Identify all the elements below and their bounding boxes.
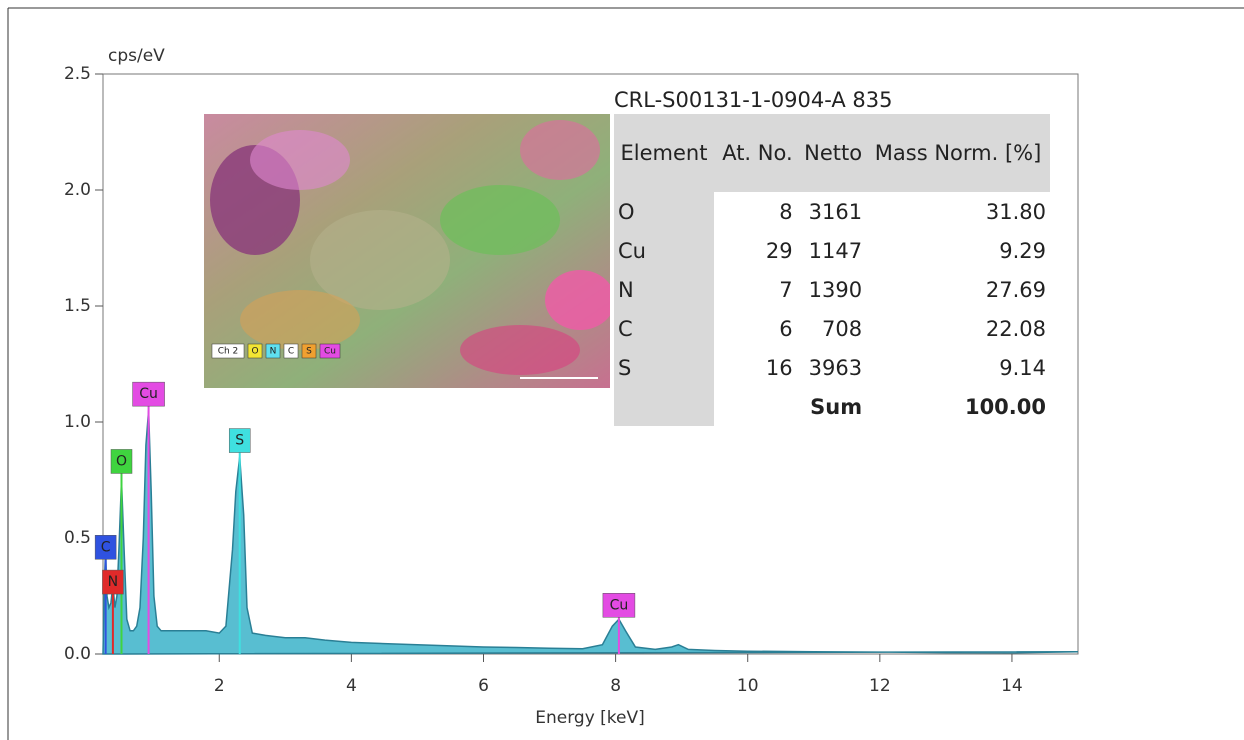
table-cell: S	[614, 348, 714, 387]
table-cell: 3963	[797, 348, 866, 387]
table-title: CRL-S00131-1-0904-A 835	[614, 86, 1050, 114]
peak-label: C	[101, 539, 111, 555]
peak-label: Cu	[610, 597, 629, 613]
table-cell: 29	[714, 231, 797, 270]
x-tick-label: 2	[214, 676, 225, 696]
inset-legend-label: O	[251, 347, 258, 357]
inset-legend-label: S	[306, 347, 312, 357]
page: cps/eV Energy [keV] Ch 2ONCSCu 0.00.51.0…	[0, 0, 1244, 740]
y-tick-label: 1.0	[64, 412, 91, 432]
header-cell: Netto	[797, 114, 866, 192]
x-tick-label: 14	[1001, 676, 1023, 696]
header-cell: Element	[614, 114, 714, 192]
y-tick-label: 2.0	[64, 180, 91, 200]
y-tick-label: 0.5	[64, 528, 91, 548]
table-cell: O	[614, 192, 714, 231]
table-cell: 9.14	[866, 348, 1050, 387]
table-cell: 3161	[797, 192, 866, 231]
y-axis-label: cps/eV	[108, 46, 165, 66]
x-tick-label: 12	[869, 676, 891, 696]
table-cell	[714, 387, 797, 426]
peak-label: N	[108, 574, 118, 590]
y-tick-label: 1.5	[64, 296, 91, 316]
table-cell: 27.69	[866, 270, 1050, 309]
sum-cell: Sum	[797, 387, 866, 426]
table-cell: 9.29	[866, 231, 1050, 270]
x-tick-label: 4	[346, 676, 357, 696]
table-cell: 22.08	[866, 309, 1050, 348]
inset-legend-label: N	[270, 347, 277, 357]
table-cell	[614, 387, 714, 426]
inset-image: Ch 2 O N C S Cu	[204, 114, 615, 388]
inset-legend-label: Cu	[324, 347, 336, 357]
peak-label: Cu	[139, 386, 158, 402]
table-cell: 6	[714, 309, 797, 348]
table-cell: C	[614, 309, 714, 348]
inset-legend-label: C	[288, 347, 294, 357]
table-cell: Cu	[614, 231, 714, 270]
header-cell: Mass Norm. [%]	[866, 114, 1050, 192]
table-cell: 1147	[797, 231, 866, 270]
table-cell: N	[614, 270, 714, 309]
y-tick-label: 0.0	[64, 644, 91, 664]
peak-label: S	[235, 433, 244, 449]
inset-legend-label: Ch 2	[218, 347, 239, 357]
table-cell: 8	[714, 192, 797, 231]
sum-cell: 100.00	[866, 387, 1050, 426]
header-cell: At. No.	[714, 114, 797, 192]
table-cell: 16	[714, 348, 797, 387]
table-cell: 1390	[797, 270, 866, 309]
x-tick-label: 6	[478, 676, 489, 696]
y-tick-label: 2.5	[64, 64, 91, 84]
x-tick-label: 10	[737, 676, 759, 696]
table-cell: 7	[714, 270, 797, 309]
x-tick-label: 8	[610, 676, 621, 696]
x-axis-label: Energy [keV]	[535, 708, 645, 728]
table-cell: 708	[797, 309, 866, 348]
table-cell: 31.80	[866, 192, 1050, 231]
peak-label: O	[116, 453, 127, 469]
